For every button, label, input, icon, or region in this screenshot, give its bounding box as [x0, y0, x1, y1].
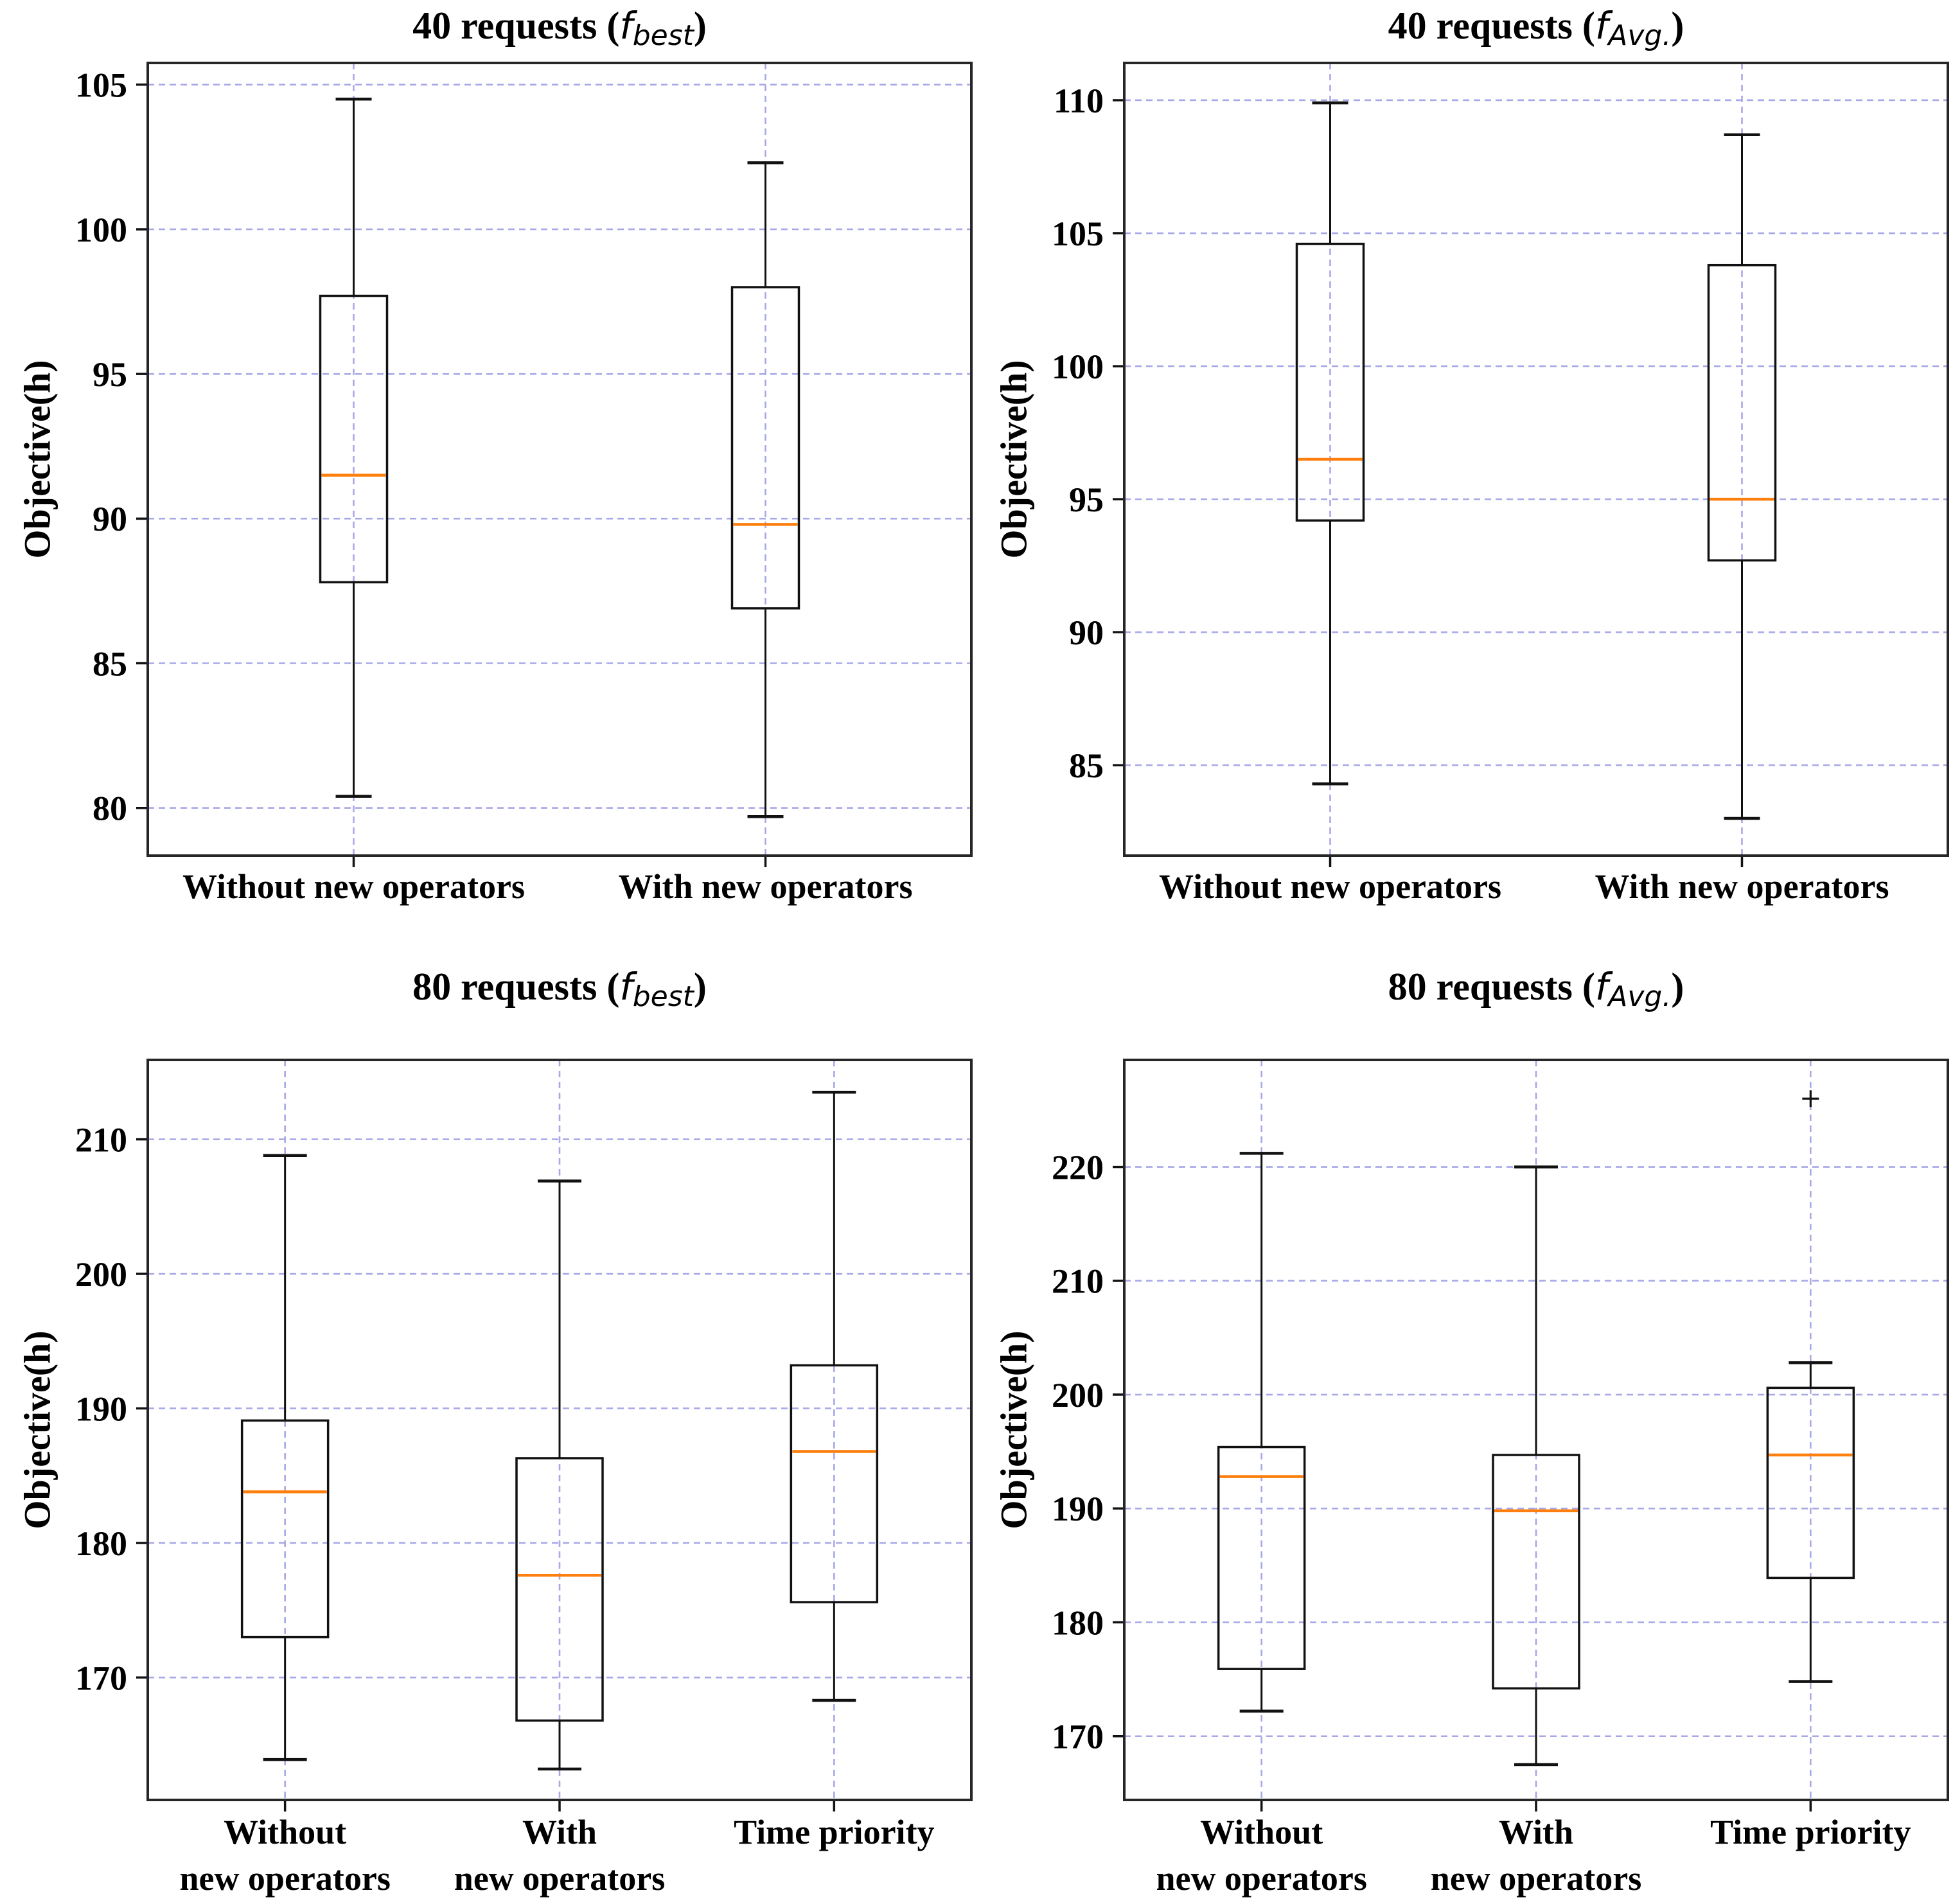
subplot-80-requests-fbest: 80 requests (fbest) Objective(h) 170 180 1… — [0, 939, 976, 1904]
box-iqr-1 — [240, 1419, 330, 1639]
y-tick-label: 170 — [1052, 1718, 1104, 1756]
axes-frame — [1123, 1059, 1949, 1801]
x-tick-label: With new operators — [619, 867, 913, 906]
chart-title-text: 40 requests ( — [1388, 4, 1595, 47]
y-tick-label: 90 — [93, 500, 127, 538]
y-tick-label: 85 — [93, 644, 127, 683]
box-iqr-2 — [1492, 1454, 1580, 1690]
chart-title-math-f: f — [1595, 965, 1609, 1009]
boxplot-canvas-40-requests-favg: 85 90 95 100 105 110 Without new operators With… — [1052, 62, 1949, 906]
y-tick-label: 95 — [93, 355, 127, 394]
chart-title-math-f: f — [619, 4, 633, 48]
chart-title-text: ) — [1671, 965, 1684, 1008]
chart-title-subscript: best — [632, 980, 694, 1013]
box-iqr-1 — [1217, 1445, 1306, 1670]
axes-frame — [146, 1059, 973, 1801]
chart-title: 80 requests (fbest) — [148, 965, 971, 1013]
y-tick-label: 80 — [93, 789, 127, 828]
x-tick-label: Time priority — [734, 1813, 934, 1851]
box-iqr-1 — [1295, 242, 1365, 522]
y-tick-label: 105 — [75, 66, 127, 105]
y-tick-label: 90 — [1069, 613, 1104, 652]
box-iqr-2 — [515, 1457, 604, 1722]
y-tick-label: 180 — [1052, 1603, 1104, 1642]
x-tick-label: Without new operators — [179, 1813, 390, 1898]
y-tick-label: 95 — [1069, 480, 1104, 519]
y-tick-label: 110 — [1054, 82, 1104, 120]
axes-frame — [1123, 62, 1949, 857]
y-tick-label: 170 — [75, 1659, 127, 1697]
box-iqr-3 — [790, 1364, 879, 1603]
chart-title: 40 requests (fAvg.) — [1124, 4, 1948, 52]
x-tick-label: Time priority — [1710, 1813, 1911, 1851]
box-iqr-3 — [1766, 1386, 1855, 1580]
y-tick-label: 190 — [75, 1389, 127, 1428]
chart-title-subscript: Avg. — [1608, 980, 1672, 1013]
chart-title-text: 80 requests ( — [1388, 965, 1595, 1008]
subplot-40-requests-fbest: 40 requests (fbest) Objective(h) 80 85 90 9… — [0, 0, 976, 939]
y-tick-label: 210 — [1052, 1262, 1104, 1301]
boxplot-canvas-80-requests-favg: 170 180 190 200 210 220 Without new operators Wi… — [1052, 1059, 1949, 1898]
x-tick-label: Without new operators — [182, 867, 525, 906]
chart-title: 40 requests (fbest) — [148, 4, 971, 52]
chart-title-math-f: f — [1595, 4, 1609, 48]
chart-title: 80 requests (fAvg.) — [1124, 965, 1948, 1013]
x-tick-label: With new operators — [1595, 867, 1889, 906]
x-tick-label: Without new operators — [1159, 867, 1501, 906]
y-tick-label: 200 — [1052, 1376, 1104, 1415]
box-iqr-2 — [1707, 263, 1777, 562]
chart-title-text: ) — [693, 4, 707, 47]
chart-title-text: 40 requests ( — [412, 4, 620, 47]
y-tick-label: 85 — [1069, 746, 1104, 785]
chart-title-math-f: f — [619, 965, 633, 1009]
x-tick-label: With new operators — [1431, 1813, 1641, 1898]
chart-title-text: 80 requests ( — [412, 965, 620, 1008]
axes-frame — [146, 62, 973, 857]
y-tick-label: 105 — [1052, 215, 1104, 253]
y-tick-label: 100 — [1052, 348, 1104, 386]
y-tick-label: 210 — [75, 1120, 127, 1159]
y-tick-label: 180 — [75, 1524, 127, 1563]
boxplot-canvas-80-requests-fbest: 170 180 190 200 210 Without new operators With n… — [75, 1059, 973, 1898]
x-tick-label: Without new operators — [1156, 1813, 1366, 1898]
y-tick-label: 220 — [1052, 1148, 1104, 1186]
chart-title-text: ) — [1671, 4, 1684, 47]
chart-title-subscript: best — [632, 19, 694, 52]
boxplot-canvas-40-requests-fbest: 80 85 90 95 100 105 Without new operators With … — [75, 62, 973, 906]
subplot-80-requests-favg: 80 requests (fAvg.) Objective(h) 170 180 1… — [976, 939, 1953, 1904]
box-iqr-2 — [730, 286, 800, 610]
subplot-40-requests-favg: 40 requests (fAvg.) Objective(h) 85 90 95 1… — [976, 0, 1953, 939]
y-tick-label: 190 — [1052, 1490, 1104, 1528]
box-iqr-1 — [319, 294, 389, 584]
chart-title-subscript: Avg. — [1608, 19, 1672, 52]
y-tick-label: 100 — [75, 211, 127, 249]
chart-title-text: ) — [693, 965, 707, 1008]
x-tick-label: With new operators — [454, 1813, 665, 1898]
y-tick-label: 200 — [75, 1255, 127, 1294]
